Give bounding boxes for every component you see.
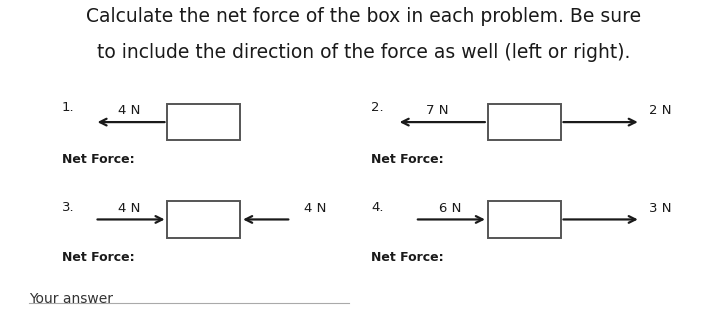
Text: 3 N: 3 N <box>649 202 672 214</box>
Text: 4 N: 4 N <box>119 202 141 214</box>
Text: Net Force:: Net Force: <box>371 153 444 166</box>
Text: 4.: 4. <box>371 201 384 214</box>
Bar <box>167 201 240 238</box>
Text: 6 N: 6 N <box>439 202 461 214</box>
Text: 4 N: 4 N <box>304 202 327 214</box>
Text: 1.: 1. <box>62 101 74 114</box>
Bar <box>167 104 240 140</box>
Bar <box>488 104 561 140</box>
Text: 4 N: 4 N <box>119 104 141 117</box>
Text: 3.: 3. <box>62 201 74 214</box>
Bar <box>488 201 561 238</box>
Text: 2.: 2. <box>371 101 384 114</box>
Text: 7 N: 7 N <box>426 104 448 117</box>
Text: 2 N: 2 N <box>649 104 672 117</box>
Text: to include the direction of the force as well (left or right).: to include the direction of the force as… <box>98 43 630 62</box>
Text: Net Force:: Net Force: <box>371 251 444 264</box>
Text: Your answer: Your answer <box>29 292 113 306</box>
Text: Net Force:: Net Force: <box>62 251 135 264</box>
Text: Calculate the net force of the box in each problem. Be sure: Calculate the net force of the box in ea… <box>87 7 641 26</box>
Text: Net Force:: Net Force: <box>62 153 135 166</box>
